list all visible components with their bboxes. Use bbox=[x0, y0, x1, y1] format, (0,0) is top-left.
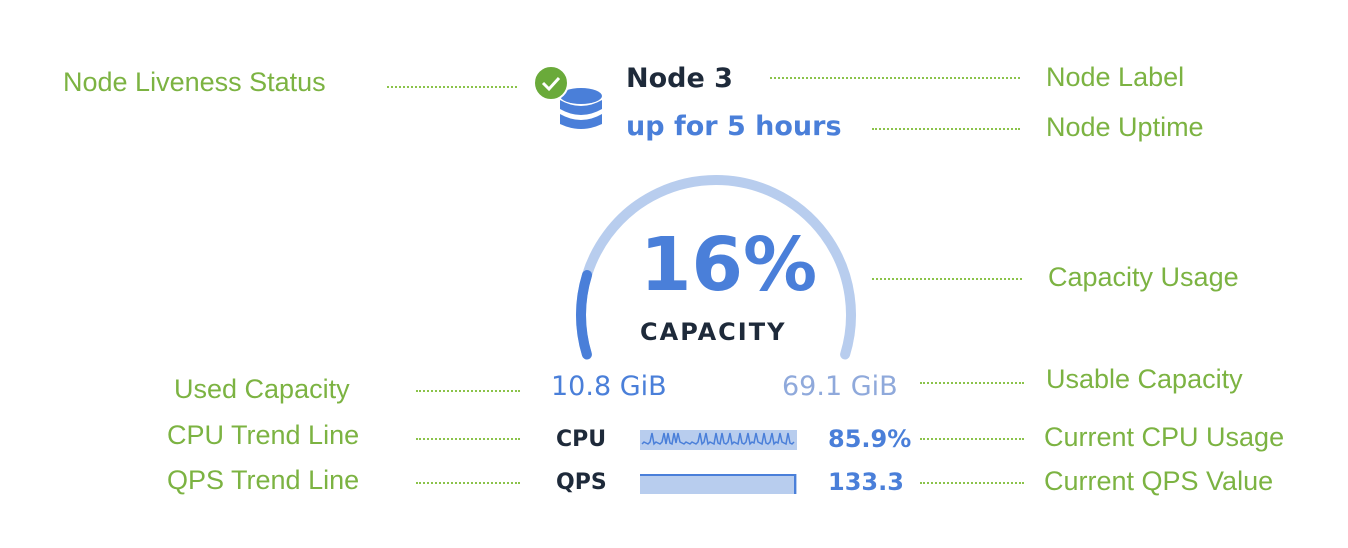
qps-sparkline-bg bbox=[640, 474, 797, 494]
node-label: Node 3 bbox=[626, 63, 733, 94]
leader-line bbox=[872, 278, 1022, 280]
node-uptime: up for 5 hours bbox=[626, 111, 842, 142]
capacity-label: CAPACITY bbox=[640, 318, 787, 346]
annotation-qps-trend: QPS Trend Line bbox=[167, 465, 360, 495]
annotation-qps-current: Current QPS Value bbox=[1044, 466, 1274, 496]
leader-line bbox=[770, 77, 1020, 79]
annotation-cpu-current: Current CPU Usage bbox=[1044, 422, 1285, 452]
annotation-node-label: Node Label bbox=[1046, 62, 1185, 92]
leader-line bbox=[416, 390, 520, 392]
annotation-uptime: Node Uptime bbox=[1046, 112, 1204, 142]
leader-line bbox=[872, 128, 1020, 130]
usable-capacity: 69.1 GiB bbox=[782, 371, 898, 402]
annotation-used-capacity: Used Capacity bbox=[174, 374, 350, 404]
cpu-sparkline bbox=[641, 432, 795, 446]
qps-sparkline bbox=[640, 474, 796, 494]
cpu-sparkline-bg bbox=[640, 430, 797, 450]
check-circle-icon bbox=[533, 65, 569, 101]
leader-line bbox=[416, 438, 520, 440]
annotation-cpu-trend: CPU Trend Line bbox=[167, 420, 360, 450]
leader-line bbox=[920, 482, 1024, 484]
leader-line bbox=[920, 438, 1024, 440]
qps-value: 133.3 bbox=[828, 468, 904, 496]
node-icon bbox=[533, 65, 602, 129]
gauge-fill bbox=[576, 269, 593, 360]
leader-line bbox=[920, 382, 1024, 384]
cpu-label: CPU bbox=[556, 427, 607, 452]
leader-line bbox=[416, 482, 520, 484]
leader-line bbox=[387, 86, 517, 88]
annotation-usable-capacity: Usable Capacity bbox=[1046, 364, 1243, 394]
database-icon bbox=[560, 88, 602, 129]
capacity-percent: 16% bbox=[640, 222, 818, 308]
annotation-capacity-usage: Capacity Usage bbox=[1048, 262, 1239, 292]
used-capacity: 10.8 GiB bbox=[551, 371, 667, 402]
qps-label: QPS bbox=[556, 470, 607, 495]
annotation-liveness: Node Liveness Status bbox=[63, 67, 326, 97]
cpu-value: 85.9% bbox=[828, 425, 912, 453]
